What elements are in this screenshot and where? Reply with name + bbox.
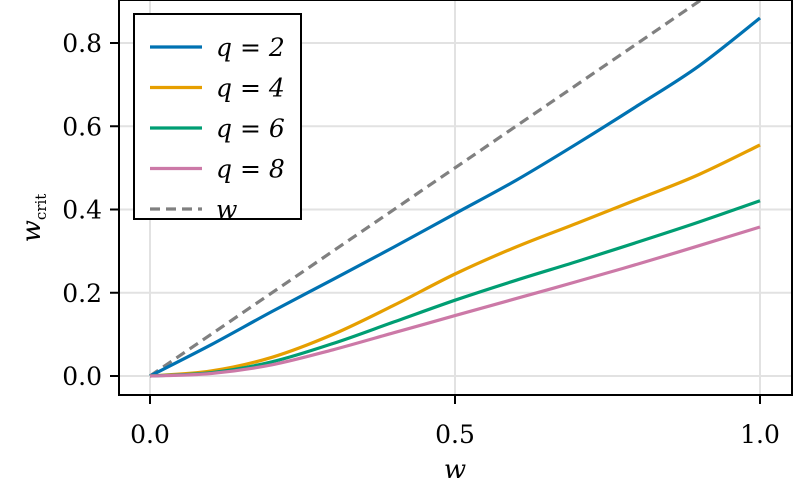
x-tick-label: 1.0 <box>740 420 780 449</box>
x-axis-label: w <box>444 455 466 485</box>
y-axis-label: wcrit <box>17 194 50 243</box>
series-line-5 <box>149 0 704 378</box>
x-tick-label: 0.5 <box>435 420 475 449</box>
y-tick-label: 0.6 <box>62 112 102 141</box>
series-line-1 <box>149 16 761 378</box>
series-line-3 <box>149 199 761 378</box>
y-axis-label-subscript: crit <box>32 194 50 220</box>
series-line-4 <box>149 225 761 378</box>
x-tick-label: 0.0 <box>130 420 170 449</box>
series-layer <box>149 0 761 378</box>
y-tick-label: 0.2 <box>62 279 102 308</box>
series-line-2 <box>149 143 761 378</box>
legend-label-1: q = 2 <box>216 33 285 62</box>
legend-label-3: q = 6 <box>216 114 285 143</box>
legend-label-5: w <box>216 195 237 224</box>
y-tick-label: 0.0 <box>62 362 102 391</box>
y-tick-label: 0.4 <box>62 196 102 225</box>
legend: q = 2 q = 4 q = 6 q = 8 w <box>133 13 302 224</box>
svg-text:wcrit: wcrit <box>17 194 50 243</box>
axis-ticks: 0.0 0.5 1.0 0.0 0.2 0.4 0.6 0.8 <box>62 29 780 449</box>
y-tick-label: 0.8 <box>62 29 102 58</box>
legend-label-4: q = 8 <box>216 155 285 184</box>
y-axis-label-main: w <box>17 220 47 242</box>
legend-label-2: q = 4 <box>216 74 285 103</box>
